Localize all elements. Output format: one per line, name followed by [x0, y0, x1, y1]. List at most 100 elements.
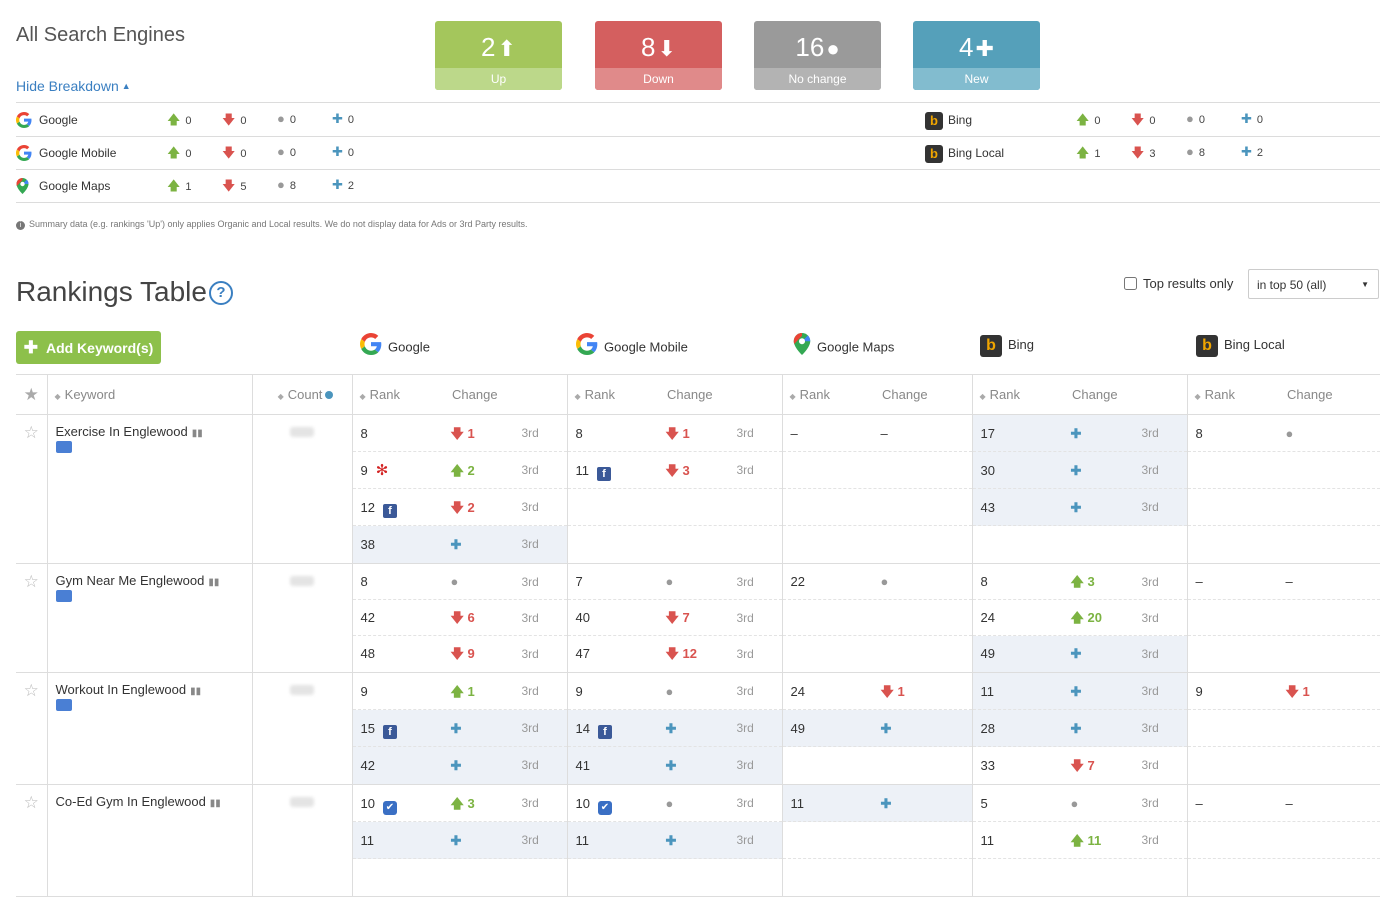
- sort-icon: ◆: [54, 392, 61, 401]
- change-indicator: ✚: [1071, 489, 1082, 526]
- rank-change-header[interactable]: ◆ Rank Change: [781, 374, 972, 415]
- keyword-text[interactable]: Exercise In Englewood: [55, 424, 188, 439]
- result-type-label: 3rd: [1141, 721, 1159, 735]
- change-value: 1: [467, 426, 475, 441]
- divider: [16, 102, 1380, 103]
- count-cell: [251, 563, 352, 673]
- circle-icon: ●: [880, 574, 889, 589]
- change-value: 20: [1087, 610, 1102, 625]
- circle-icon: ●: [1070, 796, 1079, 811]
- result-type-label: 3rd: [736, 721, 754, 735]
- change-indicator: ✚: [881, 785, 892, 822]
- circle-icon: ●: [665, 574, 674, 589]
- breakdown-new: ✚ 0: [332, 111, 355, 126]
- change-indicator: ✚: [1071, 452, 1082, 489]
- change-column-label: Change: [882, 387, 928, 402]
- engine-name: Google Maps: [817, 339, 895, 355]
- rank-row: [782, 489, 972, 526]
- facebook-icon: f: [382, 725, 397, 739]
- rank-change-header[interactable]: ◆ Rank Change: [566, 374, 782, 415]
- bar-chart-icon[interactable]: ▮▮: [190, 686, 202, 697]
- favorite-column-header[interactable]: ★: [16, 374, 47, 415]
- google-my-business-icon: [55, 590, 72, 602]
- change-indicator: 🡇 3: [666, 452, 690, 489]
- arrow-up-icon: 🡅: [450, 684, 464, 699]
- count-column-header[interactable]: ◆ Count: [251, 374, 352, 415]
- rank-row: [1188, 526, 1381, 563]
- change-indicator: 🡇 9: [451, 636, 475, 672]
- bar-chart-icon[interactable]: ▮▮: [191, 428, 203, 439]
- plus-icon: ✚: [1241, 111, 1252, 126]
- change-indicator: ✚: [881, 710, 892, 747]
- help-icon[interactable]: ?: [209, 281, 233, 305]
- result-type-label: 3rd: [1141, 500, 1159, 514]
- breakdown-engine-name: Google: [39, 113, 78, 127]
- table-row: ☆ Co-Ed Gym In Englewood ▮▮ 10 ✔ 🡅 3 3rd 11 ✚ 3rd…: [16, 784, 1380, 897]
- bar-chart-icon[interactable]: ▮▮: [208, 577, 220, 588]
- rank-value: 43: [980, 500, 995, 515]
- facebook-icon: f: [597, 467, 611, 481]
- plus-icon: ✚: [23, 338, 38, 357]
- rank-row: [568, 526, 782, 563]
- engine-name: Google: [388, 339, 430, 355]
- change-indicator: ●: [666, 673, 674, 710]
- rank-row: [1187, 600, 1380, 636]
- result-type-label: 3rd: [1141, 833, 1159, 847]
- star-outline-icon[interactable]: ☆: [23, 793, 39, 812]
- rank-value: 15 f: [361, 710, 397, 747]
- result-type-label: 3rd: [736, 647, 754, 661]
- plus-icon: ✚: [975, 36, 994, 61]
- breakdown-engine-name: Google Maps: [39, 179, 111, 193]
- summary-card-new[interactable]: 4✚ New: [913, 21, 1040, 90]
- rank-value: 11: [790, 796, 805, 811]
- sort-icon: ◆: [979, 392, 986, 401]
- rank-change-header[interactable]: ◆ Rank Change: [971, 374, 1187, 415]
- plus-icon: ✚: [1241, 144, 1252, 159]
- change-indicator: ●: [666, 785, 674, 822]
- star-outline-icon[interactable]: ☆: [23, 572, 39, 591]
- rank-filter-select[interactable]: in top 50 (all) ▼: [1248, 269, 1379, 299]
- table-row: ☆ Exercise In Englewood ▮▮ 8 🡇 1 3rd 9 ✻ 🡅 2 3rd 1…: [16, 414, 1381, 564]
- summary-card-up[interactable]: 2⬆ Up: [435, 21, 562, 90]
- checklist-icon: ✔: [597, 801, 612, 815]
- change-indicator: 🡇 6: [451, 600, 475, 636]
- star-outline-icon[interactable]: ☆: [23, 423, 39, 442]
- star-outline-icon[interactable]: ☆: [23, 681, 39, 700]
- arrow-down-icon: 🡇: [222, 178, 236, 193]
- keyword-column-header[interactable]: ◆ Keyword: [46, 374, 252, 415]
- rank-change-header[interactable]: ◆ Rank Change: [351, 374, 567, 415]
- keyword-text[interactable]: Gym Near Me Englewood: [55, 573, 205, 588]
- hide-breakdown-link[interactable]: Hide Breakdown ▲: [16, 78, 131, 94]
- plus-icon: ✚: [1070, 463, 1082, 478]
- top-results-toggle[interactable]: Top results only: [1124, 276, 1233, 291]
- sort-icon: ◆: [789, 392, 796, 401]
- circle-icon: ●: [450, 574, 459, 589]
- rank-value: –: [1195, 574, 1203, 589]
- sort-icon: ◆: [359, 392, 366, 401]
- change-indicator: ●: [451, 564, 459, 600]
- summary-card-no-change[interactable]: 16● No change: [754, 21, 881, 90]
- top-results-checkbox[interactable]: [1124, 277, 1137, 290]
- change-indicator: 🡅 20: [1071, 600, 1102, 636]
- rank-row: 30 ✚ 3rd: [972, 452, 1187, 489]
- rank-value: 9: [1195, 684, 1203, 699]
- keyword-text[interactable]: Co-Ed Gym In Englewood: [55, 794, 206, 809]
- rank-row: 48 🡇 9 3rd: [353, 636, 567, 672]
- engine-name: Google Mobile: [604, 339, 688, 355]
- rank-value: 49: [790, 721, 805, 736]
- summary-card-down[interactable]: 8⬇ Down: [595, 21, 722, 90]
- rank-row: 22 ●: [782, 564, 972, 600]
- keyword-text[interactable]: Workout In Englewood: [55, 682, 187, 697]
- google-my-business-icon: [55, 441, 72, 453]
- rank-change-header[interactable]: ◆ Rank Change: [1186, 374, 1380, 415]
- bar-chart-icon[interactable]: ▮▮: [209, 798, 221, 809]
- add-keyword-button[interactable]: ✚ Add Keyword(s): [16, 331, 161, 364]
- engine-rank-cell: – –: [781, 414, 972, 564]
- rank-row: 8 🡅 3 3rd: [972, 564, 1187, 600]
- plus-icon: ✚: [450, 537, 462, 552]
- breakdown-new: ✚ 2: [1241, 144, 1264, 159]
- rank-row: 28 ✚ 3rd: [972, 710, 1187, 747]
- change-value: 7: [1087, 758, 1095, 773]
- rank-value: 30: [980, 463, 995, 478]
- arrow-down-icon: 🡇: [880, 684, 894, 699]
